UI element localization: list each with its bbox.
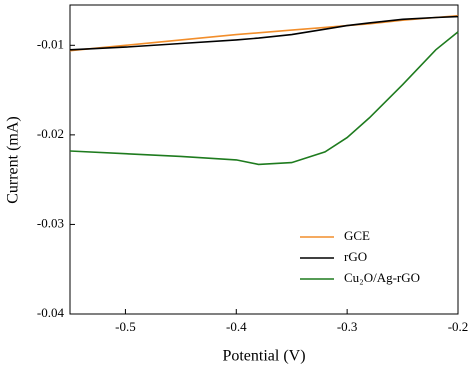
line-series — [69, 14, 459, 52]
legend-label: Cu₂O/Ag-rGO — [344, 270, 420, 285]
y-tick-label: -0.04 — [37, 305, 65, 320]
line-series — [69, 15, 459, 51]
y-axis-title: Current (mA) — [5, 116, 22, 204]
y-tick-label: -0.01 — [37, 36, 64, 51]
y-tick-label: -0.02 — [37, 126, 64, 141]
legend-label: rGO — [344, 249, 367, 264]
x-tick-label: -0.5 — [115, 319, 136, 334]
line-series — [69, 31, 459, 166]
x-tick-label: -0.4 — [226, 319, 247, 334]
x-axis-title: Potential (V) — [222, 348, 305, 365]
y-tick-label: -0.03 — [37, 215, 64, 230]
x-tick-label: -0.2 — [448, 319, 469, 334]
plot-frame — [69, 4, 459, 315]
legend-label: GCE — [344, 228, 370, 243]
x-tick-label: -0.3 — [337, 319, 358, 334]
